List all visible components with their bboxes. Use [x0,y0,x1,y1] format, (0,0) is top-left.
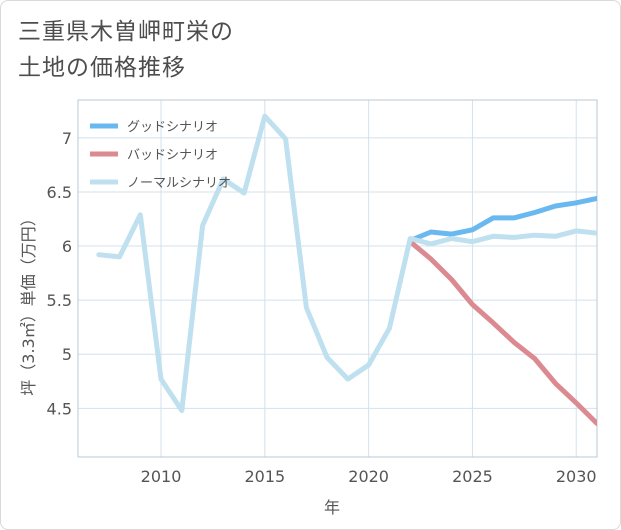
chart-title: 三重県木曽岬町栄の 土地の価格推移 [18,14,234,86]
x-axis-label: 年 [324,498,340,517]
y-tick-label-2: 5.5 [47,291,72,310]
x-tick-label-3: 2025 [452,467,493,486]
y-axis-label: 坪（3.3㎡）単価（万円） [19,210,38,395]
series-line-0 [407,195,597,244]
title-line-1: 三重県木曽岬町栄の [18,19,234,45]
series-lines [96,113,597,426]
legend-label-0: グッドシナリオ [127,120,218,135]
x-tick-label-1: 2015 [244,467,285,486]
y-tick-label-0: 4.5 [47,399,72,418]
title-line-2: 土地の価格推移 [18,55,186,81]
grid-lines [78,100,597,457]
y-tick-label-5: 7 [62,129,72,148]
plot-area-border [77,99,598,458]
y-tick-label-4: 6.5 [47,183,72,202]
x-tick-labels: 2010 2015 2020 2025 2030 [141,467,597,486]
x-tick-label-2: 2020 [348,467,389,486]
y-tick-label-1: 5 [62,345,72,364]
x-tick-label-0: 2010 [141,467,182,486]
legend-label-1: バッドシナリオ [127,148,218,163]
y-tick-label-3: 6 [62,237,72,256]
series-line-1 [407,239,597,426]
y-tick-labels: 4.5 5 5.5 6 6.5 7 [47,129,72,418]
series-line-2 [96,113,597,413]
x-tick-label-4: 2030 [556,467,597,486]
legend-label-2: ノーマルシナリオ [127,176,231,191]
